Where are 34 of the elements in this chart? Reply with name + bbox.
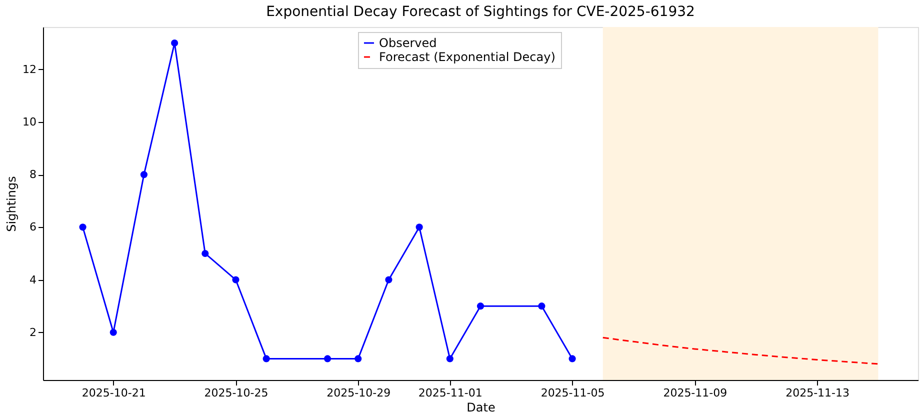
legend-label: Forecast (Exponential Decay) xyxy=(379,50,556,64)
x-tick-label: 2025-10-29 xyxy=(326,386,391,400)
point xyxy=(110,328,117,336)
y-tick-label: 12 xyxy=(22,62,36,76)
point xyxy=(79,224,86,231)
x-tick-label: 2025-10-25 xyxy=(204,386,268,400)
point xyxy=(202,250,209,258)
x-tick-label: 2025-11-09 xyxy=(663,386,728,400)
point xyxy=(385,276,392,284)
point xyxy=(446,355,454,362)
point xyxy=(568,355,576,362)
point xyxy=(171,40,178,47)
point xyxy=(476,302,484,310)
x-tick-label: 2025-11-01 xyxy=(418,386,482,400)
point xyxy=(416,224,423,231)
x-axis-title: Date xyxy=(466,400,496,414)
y-tick-label: 8 xyxy=(30,168,36,182)
x-tick-label: 2025-11-13 xyxy=(786,386,850,400)
y-tick-label: 6 xyxy=(30,220,36,234)
chart-title: Exponential Decay Forecast of Sightings for CVE-2025-61932 xyxy=(266,4,695,20)
x-tick-label: 2025-10-21 xyxy=(82,386,146,400)
line-series xyxy=(602,336,879,365)
legend-label: Observed xyxy=(379,36,437,50)
point xyxy=(354,355,362,362)
point xyxy=(538,302,546,310)
x-tick-label: 2025-11-05 xyxy=(540,386,605,400)
y-tick-label: 2 xyxy=(30,326,36,339)
point xyxy=(140,171,148,178)
y-axis-title: Sightings xyxy=(4,176,19,232)
point xyxy=(324,355,332,362)
point xyxy=(232,276,240,284)
point xyxy=(262,355,270,362)
y-tick-label: 10 xyxy=(22,115,36,128)
y-tick-label: 4 xyxy=(30,273,36,286)
